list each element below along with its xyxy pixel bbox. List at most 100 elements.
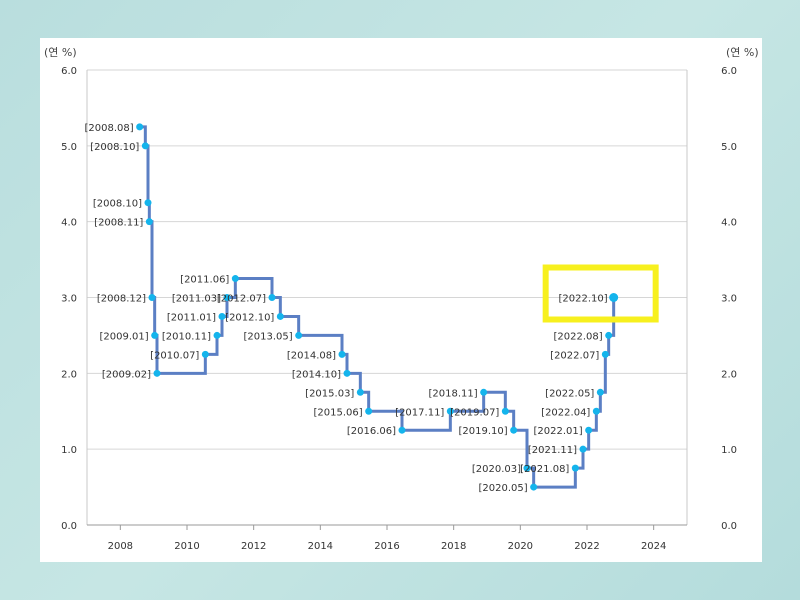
data-point-marker <box>218 312 226 320</box>
data-point-label: [2008.10] <box>90 142 139 153</box>
data-point-marker <box>153 369 161 377</box>
data-point-marker <box>148 294 156 301</box>
data-point-marker <box>268 294 276 301</box>
data-point-label: [2010.07] <box>150 350 199 361</box>
y-tick-label-right: 1.0 <box>721 445 737 456</box>
x-tick-label: 2012 <box>241 541 266 552</box>
data-point-marker <box>365 407 373 415</box>
highlight-box-layer <box>542 264 659 323</box>
highlight-box <box>542 264 659 323</box>
data-point-marker <box>213 331 221 339</box>
data-point-label: [2012.07] <box>217 294 266 305</box>
data-point-marker <box>592 407 600 415</box>
chart-panel: (연 %) (연 %) 0.0 0.0 1.0 1.0 2.0 2.0 3.0 3.0 4.0 4… <box>40 38 762 562</box>
data-point-marker <box>585 426 593 434</box>
y-tick-label-right: 3.0 <box>721 294 737 305</box>
data-point-marker <box>223 294 231 301</box>
data-point-label: [2011.06] <box>180 275 229 286</box>
x-tick-label: 2022 <box>574 541 599 552</box>
data-point-label: [2008.08] <box>85 123 134 134</box>
y-tick-label-left: 4.0 <box>61 218 77 229</box>
data-point-label: [2009.01] <box>100 331 149 342</box>
data-point-label: [2008.10] <box>93 199 142 210</box>
data-point-marker <box>510 426 518 434</box>
data-point-marker <box>579 445 587 453</box>
y-tick-label-right: 5.0 <box>721 142 737 153</box>
y-tick-label-left: 0.0 <box>61 521 77 532</box>
data-point-marker <box>141 142 149 150</box>
data-point-label: [2020.03] <box>472 464 521 475</box>
data-point-label: [2018.11] <box>429 388 478 399</box>
data-point-label: [2010.11] <box>162 331 211 342</box>
data-point-label: [2021.11] <box>528 445 577 456</box>
data-point-marker <box>145 218 153 226</box>
data-point-label: [2019.07] <box>450 407 499 418</box>
data-point-marker <box>530 483 538 491</box>
data-point-marker <box>398 426 406 434</box>
data-point-marker <box>596 388 604 396</box>
x-tick-label: 2020 <box>508 541 533 552</box>
data-point-label: [2021.08] <box>520 464 569 475</box>
y-tick-label-right: 4.0 <box>721 218 737 229</box>
data-point-marker <box>605 331 613 339</box>
data-point-marker <box>571 464 579 472</box>
data-markers <box>136 123 619 491</box>
data-point-marker <box>201 350 209 358</box>
y-tick-label-right: 0.0 <box>721 521 737 532</box>
data-point-label: [2013.05] <box>244 331 293 342</box>
data-point-label: [2022.08] <box>554 331 603 342</box>
axes: 0.0 0.0 1.0 1.0 2.0 2.0 3.0 3.0 4.0 4.0 5.0 5.0 6.0 6… <box>61 66 737 552</box>
data-point-label: [2008.11] <box>94 218 143 229</box>
data-point-label: [2022.10] <box>559 294 608 305</box>
data-point-marker <box>356 388 364 396</box>
y-tick-label-left: 2.0 <box>61 369 77 380</box>
data-point-marker <box>446 407 454 415</box>
data-point-marker <box>480 388 488 396</box>
data-point-marker <box>136 123 144 131</box>
data-point-marker <box>276 312 284 320</box>
step-line-chart: (연 %) (연 %) 0.0 0.0 1.0 1.0 2.0 2.0 3.0 3.0 4.0 4… <box>44 46 759 552</box>
data-point-label: [2012.10] <box>225 312 274 323</box>
data-point-marker <box>231 275 239 283</box>
data-point-label: [2015.06] <box>314 407 363 418</box>
data-point-marker <box>523 464 531 472</box>
data-point-label: [2022.04] <box>541 407 590 418</box>
y-tick-label-right: 6.0 <box>721 66 737 77</box>
data-point-marker <box>338 350 346 358</box>
data-point-label: [2011.03] <box>172 294 221 305</box>
data-point-label: [2011.01] <box>167 312 216 323</box>
y-unit-left: (연 %) <box>44 46 77 59</box>
data-point-label: [2022.01] <box>534 426 583 437</box>
data-point-marker <box>151 331 159 339</box>
data-point-label: [2015.03] <box>305 388 354 399</box>
data-point-label: [2022.07] <box>550 350 599 361</box>
data-point-label: [2019.10] <box>459 426 508 437</box>
data-point-label: [2022.05] <box>545 388 594 399</box>
data-point-marker <box>295 331 303 339</box>
data-point-label: [2008.12] <box>97 294 146 305</box>
x-tick-label: 2010 <box>174 541 199 552</box>
data-point-label: [2016.06] <box>347 426 396 437</box>
data-point-marker <box>501 407 509 415</box>
x-tick-label: 2014 <box>308 541 333 552</box>
data-point-label: [2014.08] <box>287 350 336 361</box>
data-labels: [2008.08] [2008.10] [2008.10] [2008.11] [200… <box>85 123 608 494</box>
x-tick-label: 2016 <box>374 541 399 552</box>
data-point-marker <box>609 293 619 302</box>
x-tick-label: 2008 <box>108 541 133 552</box>
data-point-label: [2014.10] <box>292 369 341 380</box>
x-tick-label: 2018 <box>441 541 466 552</box>
data-point-label: [2017.11] <box>395 407 444 418</box>
x-tick-label: 2024 <box>641 541 666 552</box>
data-point-label: [2009.02] <box>102 369 151 380</box>
y-tick-label-left: 1.0 <box>61 445 77 456</box>
y-tick-label-right: 2.0 <box>721 369 737 380</box>
y-tick-label-left: 3.0 <box>61 294 77 305</box>
data-point-marker <box>343 369 351 377</box>
data-point-marker <box>144 199 152 207</box>
y-unit-right: (연 %) <box>726 46 759 59</box>
data-point-marker <box>601 350 609 358</box>
y-tick-label-left: 6.0 <box>61 66 77 77</box>
data-point-label: [2020.05] <box>479 483 528 494</box>
y-tick-label-left: 5.0 <box>61 142 77 153</box>
